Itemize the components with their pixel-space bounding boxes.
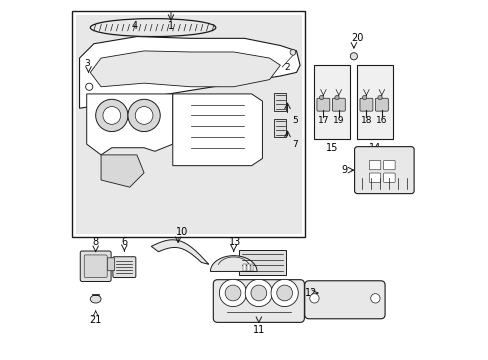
Text: 12: 12: [304, 288, 316, 298]
FancyBboxPatch shape: [80, 251, 111, 282]
Text: 15: 15: [325, 143, 338, 153]
Circle shape: [309, 294, 319, 303]
Text: 4: 4: [132, 21, 138, 31]
Circle shape: [370, 294, 379, 303]
Circle shape: [270, 279, 298, 307]
Circle shape: [85, 83, 93, 90]
Circle shape: [96, 99, 128, 132]
Circle shape: [244, 279, 272, 307]
Circle shape: [103, 107, 121, 124]
Text: 14: 14: [368, 143, 381, 153]
Bar: [314, 65, 349, 139]
Bar: [246, 264, 249, 271]
Bar: [239, 250, 285, 275]
Circle shape: [224, 285, 241, 301]
Circle shape: [377, 95, 382, 100]
Text: 21: 21: [89, 315, 102, 325]
Circle shape: [362, 95, 366, 100]
Bar: [360, 177, 407, 189]
Text: 10: 10: [175, 227, 187, 237]
FancyBboxPatch shape: [383, 161, 394, 170]
Circle shape: [276, 285, 292, 301]
Text: 13: 13: [229, 237, 241, 247]
Text: 2: 2: [284, 63, 290, 72]
FancyBboxPatch shape: [354, 147, 413, 194]
Text: 7: 7: [291, 140, 297, 149]
FancyBboxPatch shape: [375, 98, 387, 111]
Text: 18: 18: [360, 116, 371, 125]
Polygon shape: [90, 51, 280, 87]
Bar: [250, 264, 253, 271]
Text: 20: 20: [350, 33, 363, 43]
Text: 8: 8: [92, 237, 99, 247]
FancyBboxPatch shape: [84, 255, 107, 278]
Polygon shape: [86, 94, 172, 155]
Text: 17: 17: [317, 116, 328, 125]
FancyBboxPatch shape: [383, 173, 394, 182]
Polygon shape: [172, 94, 262, 166]
Bar: [243, 264, 245, 271]
Polygon shape: [210, 256, 257, 271]
Polygon shape: [80, 37, 300, 108]
Polygon shape: [101, 155, 144, 187]
Ellipse shape: [90, 19, 215, 37]
FancyBboxPatch shape: [107, 258, 115, 271]
Bar: [357, 65, 392, 139]
FancyBboxPatch shape: [368, 173, 380, 182]
Text: 1: 1: [167, 21, 174, 31]
FancyBboxPatch shape: [213, 280, 304, 322]
FancyBboxPatch shape: [332, 98, 345, 111]
Circle shape: [250, 285, 266, 301]
Text: 19: 19: [332, 116, 344, 125]
Circle shape: [349, 53, 357, 60]
Circle shape: [219, 279, 246, 307]
Bar: [76, 15, 301, 234]
Circle shape: [319, 95, 323, 100]
Bar: [274, 119, 285, 137]
Polygon shape: [151, 240, 208, 264]
FancyBboxPatch shape: [304, 281, 384, 319]
FancyBboxPatch shape: [316, 98, 329, 111]
Circle shape: [128, 99, 160, 132]
FancyBboxPatch shape: [359, 98, 372, 111]
Bar: [274, 93, 285, 111]
Text: 6: 6: [121, 237, 127, 247]
Circle shape: [334, 95, 339, 100]
FancyBboxPatch shape: [113, 257, 136, 278]
Circle shape: [289, 49, 295, 55]
Bar: [72, 12, 305, 237]
Circle shape: [135, 107, 153, 124]
FancyBboxPatch shape: [368, 161, 380, 170]
Text: 16: 16: [375, 116, 387, 125]
Text: 5: 5: [291, 116, 297, 125]
Text: 3: 3: [83, 59, 89, 68]
Text: 9: 9: [341, 165, 347, 175]
Text: 11: 11: [252, 325, 264, 335]
Ellipse shape: [90, 295, 101, 303]
